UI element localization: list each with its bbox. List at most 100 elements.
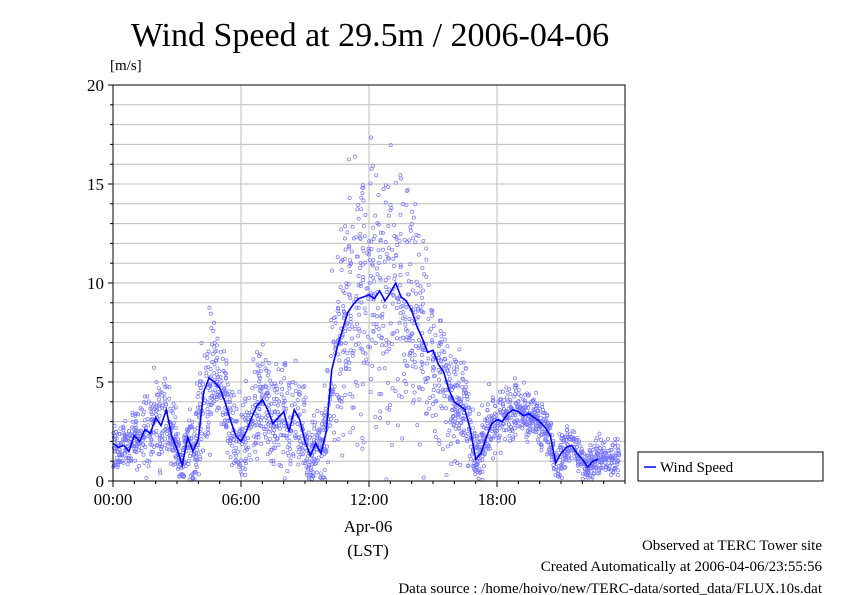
sample-point [285, 469, 290, 474]
sample-point [156, 386, 161, 391]
sample-point [325, 444, 330, 449]
sample-point [603, 465, 608, 470]
sample-point [287, 431, 292, 436]
sample-point [136, 445, 141, 450]
sample-point [545, 423, 550, 428]
sample-point [429, 308, 434, 313]
sample-point [284, 406, 289, 411]
sample-point [282, 376, 287, 381]
sample-point [260, 342, 265, 347]
sample-point [208, 311, 213, 316]
sample-point [293, 381, 298, 386]
sample-point [302, 402, 307, 407]
sample-point [310, 476, 315, 481]
sample-point [243, 440, 248, 445]
sample-point [521, 397, 526, 402]
sample-point [513, 413, 518, 418]
sample-point [145, 458, 150, 463]
sample-point [527, 416, 532, 421]
sample-point [219, 349, 223, 354]
sample-point [346, 244, 351, 248]
sample-point [358, 412, 363, 417]
sample-point [291, 451, 296, 456]
sample-point [512, 418, 517, 423]
sample-point [405, 364, 410, 368]
sample-point [525, 428, 530, 433]
sample-point [144, 475, 149, 480]
sample-point [599, 465, 604, 470]
sample-point [304, 472, 309, 477]
sample-point [281, 424, 286, 428]
sample-point [419, 366, 424, 370]
sample-point [150, 450, 155, 455]
sample-point [432, 429, 437, 434]
sample-point [595, 444, 600, 449]
sample-point [158, 441, 163, 446]
sample-point [369, 377, 373, 382]
sample-point [536, 408, 541, 413]
sample-point [398, 263, 403, 268]
sample-point [593, 438, 598, 443]
sample-point [306, 475, 311, 480]
sample-point [575, 435, 580, 440]
sample-point [578, 459, 583, 464]
sample-point [498, 389, 503, 394]
sample-point [457, 408, 462, 413]
sample-point [276, 410, 281, 415]
sample-point [301, 452, 305, 457]
sample-point [398, 265, 403, 270]
sample-point [465, 439, 470, 444]
sample-point [377, 366, 382, 371]
sample-point [523, 422, 528, 427]
sample-point [516, 424, 521, 429]
sample-point [497, 400, 502, 405]
sample-point [260, 393, 265, 398]
sample-point [277, 423, 281, 428]
sample-point [231, 434, 236, 439]
sample-points [111, 135, 622, 482]
sample-point [426, 282, 431, 287]
y-axis: 0 5 10 15 20 [87, 76, 113, 491]
sample-point [414, 232, 419, 237]
sample-point [130, 410, 135, 415]
sample-point [567, 431, 572, 436]
sample-point [273, 383, 278, 388]
sample-point [202, 353, 207, 358]
sample-point [570, 456, 574, 461]
sample-point [601, 450, 606, 455]
sample-point [386, 213, 391, 218]
sample-point [463, 366, 468, 371]
sample-point [525, 423, 530, 427]
sample-point [277, 414, 282, 419]
sample-point [386, 275, 391, 280]
sample-point [374, 425, 379, 429]
sample-point [559, 436, 564, 441]
sample-point [162, 396, 167, 401]
sample-point [126, 429, 131, 434]
sample-point [601, 456, 606, 460]
sample-point [267, 402, 272, 407]
sample-point [263, 366, 268, 371]
sample-point [348, 258, 352, 263]
sample-point [265, 452, 270, 457]
sample-point [345, 230, 350, 235]
sample-point [398, 273, 403, 277]
sample-point [121, 424, 126, 429]
sample-point [350, 324, 355, 329]
sample-point [278, 433, 283, 438]
sample-point [186, 462, 191, 466]
sample-point [536, 437, 541, 442]
sample-point [545, 440, 550, 444]
sample-point [387, 407, 392, 412]
sample-point [228, 405, 233, 410]
sample-point [236, 465, 241, 469]
sample-point [208, 367, 213, 371]
sample-point [531, 397, 536, 402]
sample-point [414, 291, 418, 296]
sample-point [350, 351, 355, 355]
sample-point [293, 358, 298, 363]
sample-point [254, 435, 259, 440]
sample-point [254, 441, 259, 446]
sample-point [210, 396, 215, 401]
sample-point [205, 400, 210, 405]
